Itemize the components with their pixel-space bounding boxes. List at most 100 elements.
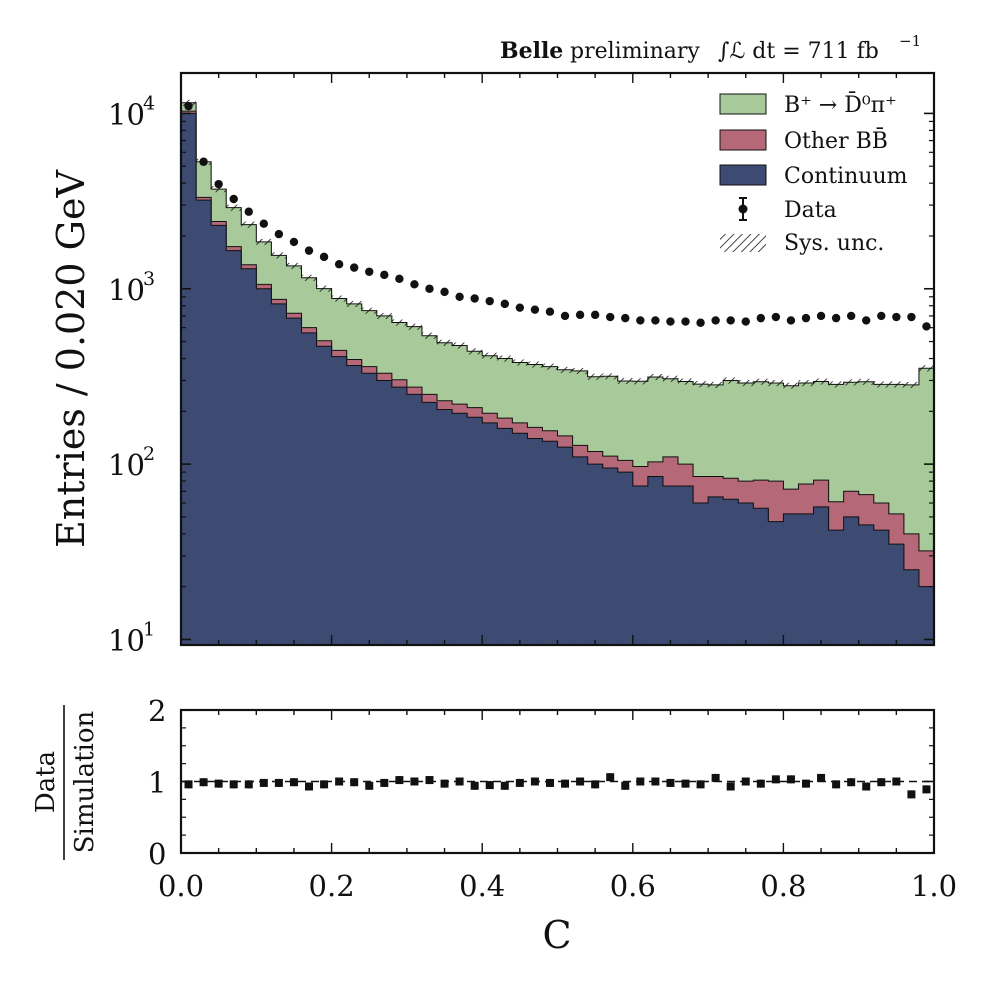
data-point bbox=[380, 270, 389, 280]
bar-continuum bbox=[256, 288, 272, 645]
data-point bbox=[831, 313, 841, 323]
data-point bbox=[666, 317, 675, 326]
step-outline-continuum bbox=[181, 112, 934, 645]
ratio-y-axis: 0 1 2 bbox=[148, 694, 934, 871]
sys-unc-band bbox=[723, 377, 739, 384]
bar-continuum bbox=[301, 332, 318, 645]
data-point bbox=[937, 371, 945, 379]
ratio-point bbox=[320, 780, 329, 789]
data-point bbox=[229, 194, 238, 204]
bar-continuum bbox=[482, 422, 498, 645]
x-tick-label: 0.6 bbox=[610, 869, 656, 903]
bar-continuum bbox=[437, 409, 453, 645]
data-point bbox=[560, 311, 570, 321]
data-point bbox=[907, 312, 916, 322]
bar-continuum bbox=[873, 530, 890, 645]
data-point bbox=[214, 179, 223, 189]
bar-continuum bbox=[361, 373, 378, 645]
bar-continuum bbox=[331, 356, 348, 645]
sys-unc-band bbox=[437, 339, 453, 346]
bar-continuum bbox=[406, 394, 423, 645]
sys-unc-band bbox=[527, 361, 543, 368]
legend-swatch-other-bb bbox=[719, 129, 767, 151]
bar-continuum bbox=[843, 516, 860, 645]
data-point bbox=[395, 274, 404, 283]
bar-continuum bbox=[677, 486, 694, 645]
ratio-point bbox=[350, 778, 359, 787]
data-point bbox=[771, 312, 781, 322]
bar-continuum bbox=[647, 476, 664, 645]
ratio-point bbox=[395, 776, 404, 785]
data-point bbox=[365, 267, 374, 276]
x-tick-label: 0.4 bbox=[459, 869, 505, 903]
bar-continuum bbox=[602, 468, 619, 645]
bar-continuum bbox=[391, 387, 408, 645]
ratio-point bbox=[440, 779, 449, 788]
data-point bbox=[289, 237, 299, 247]
stacked-histogram bbox=[181, 99, 934, 645]
ratio-y-tick-label: 2 bbox=[148, 694, 166, 728]
bar-continuum bbox=[888, 544, 905, 645]
data-point bbox=[485, 296, 494, 306]
sys-unc-band bbox=[452, 342, 468, 349]
ratio-y-axis-title: Data Simulation bbox=[31, 705, 100, 860]
bar-continuum bbox=[753, 508, 769, 645]
sys-unc-band bbox=[361, 307, 377, 314]
sys-unc-band bbox=[647, 373, 663, 381]
ratio-point bbox=[335, 777, 344, 786]
sys-unc-band bbox=[256, 238, 272, 246]
sys-unc-band bbox=[587, 373, 603, 380]
bar-continuum bbox=[783, 513, 800, 645]
legend-label-other-bb: Other BB̄ bbox=[784, 127, 888, 154]
data-point bbox=[425, 284, 434, 293]
sys-unc-band bbox=[512, 359, 528, 366]
bar-continuum bbox=[346, 365, 363, 645]
ratio-y-tick-label: 0 bbox=[148, 837, 166, 871]
sys-unc-band bbox=[828, 381, 844, 388]
ratio-point bbox=[922, 785, 931, 794]
legend-swatch-signal bbox=[719, 93, 767, 115]
sys-unc-band bbox=[542, 363, 558, 370]
main-y-tick-exponent: 1 bbox=[143, 618, 155, 640]
bar-continuum bbox=[271, 303, 288, 645]
bar-continuum bbox=[813, 506, 830, 645]
sys-unc-band bbox=[286, 262, 302, 270]
data-point bbox=[711, 316, 720, 325]
main-x-ticks bbox=[180, 73, 935, 645]
data-point bbox=[455, 292, 464, 301]
sys-unc-band bbox=[662, 375, 678, 382]
sys-unc-band bbox=[738, 380, 754, 387]
data-point bbox=[756, 313, 766, 323]
ratio-ylabel-numerator: Data bbox=[31, 751, 61, 813]
data-point bbox=[846, 311, 856, 321]
bar-continuum bbox=[181, 113, 197, 645]
data-point bbox=[530, 305, 540, 314]
ratio-point bbox=[862, 782, 871, 791]
data-point bbox=[621, 313, 630, 323]
x-tick-label: 0.2 bbox=[309, 869, 355, 903]
data-point bbox=[892, 312, 901, 322]
data-points bbox=[184, 101, 945, 379]
bar-continuum bbox=[512, 433, 528, 645]
main-y-tick-exponent: 4 bbox=[143, 92, 155, 114]
bar-continuum bbox=[241, 268, 257, 645]
data-point bbox=[545, 307, 555, 316]
ratio-x-axis: 0.0 0.2 0.4 0.6 0.8 1.0 bbox=[158, 710, 957, 903]
bar-continuum bbox=[798, 513, 815, 645]
bar-continuum bbox=[768, 521, 784, 645]
ratio-point bbox=[892, 777, 901, 786]
ratio-points bbox=[184, 773, 931, 799]
main-y-tick-label: 10 bbox=[108, 448, 145, 482]
legend-swatch-continuum bbox=[719, 164, 767, 186]
x-tick-label: 1.0 bbox=[911, 869, 957, 903]
data-point bbox=[786, 316, 796, 325]
ratio-point bbox=[801, 779, 810, 788]
main-y-tick-exponent: 3 bbox=[143, 268, 155, 290]
ratio-point bbox=[817, 773, 826, 782]
data-point bbox=[590, 310, 600, 320]
data-point bbox=[319, 252, 329, 262]
ratio-point bbox=[786, 775, 795, 784]
ratio-point bbox=[199, 778, 208, 787]
data-point bbox=[862, 316, 871, 325]
